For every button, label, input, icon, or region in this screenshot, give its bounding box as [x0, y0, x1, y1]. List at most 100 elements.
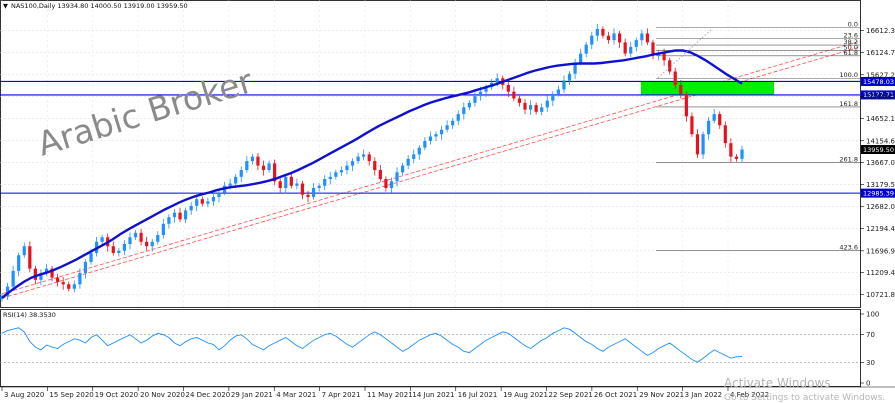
candle-body — [517, 98, 522, 103]
time-tick-label: 16 Jul 2021 — [458, 391, 498, 399]
symbol-header: NAS100,Daily 13934.80 14000.50 13919.00 … — [11, 2, 188, 10]
candle-body — [373, 161, 377, 171]
candle-body — [701, 134, 705, 155]
fib-level-label: 423.6 — [839, 244, 858, 252]
candle-body — [261, 165, 266, 171]
price-tick-label: 16124.70 — [866, 49, 895, 57]
candle-body — [478, 91, 483, 97]
candle-body — [178, 212, 182, 220]
candle-body — [528, 105, 533, 110]
candle-body — [406, 158, 410, 166]
candle-body — [228, 183, 232, 186]
channel-line[interactable] — [1, 40, 861, 295]
candle-body — [734, 156, 739, 159]
candle-body — [78, 273, 82, 285]
time-tick-label: 29 Nov 2021 — [639, 391, 684, 399]
level-price-box — [861, 90, 895, 100]
candle-body — [445, 125, 449, 130]
activate-windows-subtitle: Go to Settings to activate Windows. — [724, 393, 885, 403]
fib-level-label: 61.8 — [844, 49, 858, 57]
time-axis[interactable]: 3 Aug 2020 15 Sep 2020 19 Oct 2020 20 Nov 2… — [1, 387, 769, 399]
candle-body — [11, 270, 15, 287]
candle-body — [612, 33, 616, 41]
candle-body — [122, 244, 127, 251]
candle-body — [345, 165, 349, 171]
price-tick-label: 12194.45 — [866, 225, 895, 233]
candle-body — [668, 60, 672, 72]
rsi-line — [1, 327, 743, 363]
candle-body — [384, 179, 388, 188]
candle-body — [362, 154, 366, 157]
candle-body — [117, 250, 121, 253]
candle-body — [273, 163, 277, 182]
candle-body — [39, 273, 43, 280]
price-panel-frame — [0, 0, 861, 308]
candle-body — [328, 176, 332, 180]
price-tick-label: 12682.00 — [866, 203, 895, 211]
candle-body — [289, 176, 293, 186]
time-tick-label: 4 Feb 2022 — [730, 391, 769, 399]
price-tick-label: 14154.60 — [866, 137, 895, 145]
candle-body — [462, 107, 466, 115]
candle-body — [167, 217, 171, 224]
candle-body — [389, 181, 394, 188]
candle-body — [623, 42, 627, 54]
candle-body — [695, 134, 700, 155]
price-tick-label: 15139.55 — [866, 93, 895, 101]
candle-body — [67, 284, 71, 289]
current-price-box — [861, 144, 895, 154]
candle-body — [311, 188, 316, 197]
support-zone-rect[interactable] — [641, 81, 774, 95]
candle-body — [601, 28, 605, 36]
candle-body — [590, 35, 594, 45]
price-tick-label: 10721.85 — [866, 291, 895, 299]
candle-body — [673, 71, 677, 85]
time-tick-label: 29 Jan 2021 — [231, 391, 273, 399]
candle-body — [567, 73, 572, 81]
rsi-panel-frame — [0, 309, 861, 387]
level-price-box — [861, 188, 895, 198]
candle-body — [401, 165, 405, 173]
candle-body — [17, 255, 21, 271]
time-tick-label: 7 Apr 2021 — [322, 391, 361, 399]
candle-body — [5, 286, 10, 297]
level-price-label: 15177.71 — [863, 91, 894, 99]
candle-body — [495, 78, 499, 83]
candle-body — [707, 120, 711, 135]
candle-body — [484, 87, 488, 92]
horizontal-levels[interactable]: 15478.03 15177.71 12985.39 13959.50 — [0, 76, 895, 198]
candle-body — [367, 154, 371, 162]
candle-body — [33, 268, 37, 280]
candle-body — [629, 46, 633, 54]
price-tick-label: 13179.50 — [866, 181, 895, 189]
candle-body — [428, 136, 433, 141]
rsi-header: RSI(14) 38.3530 — [3, 311, 56, 319]
dropdown-arrow-icon[interactable]: ▼ — [3, 2, 8, 10]
candle-body — [245, 161, 249, 171]
candle-body — [551, 93, 555, 101]
activate-windows-title: Activate Windows — [724, 376, 831, 390]
rsi-tick-label: 0 — [866, 380, 870, 388]
time-tick-label: 15 Sep 2020 — [49, 391, 93, 399]
candle-body — [434, 134, 438, 137]
candle-body — [562, 80, 566, 90]
time-tick-label: 4 Mar 2021 — [276, 391, 316, 399]
fib-level-label: 261.8 — [839, 155, 858, 163]
candle-body — [540, 107, 544, 112]
candle-body — [545, 100, 549, 108]
current-price-label: 13959.50 — [863, 146, 894, 154]
candle-body — [61, 282, 65, 285]
candle-body — [423, 140, 427, 148]
candle-body — [128, 237, 132, 244]
price-tick-label: 11696.95 — [866, 247, 895, 255]
candle-body — [690, 116, 694, 135]
fib-level-label: 50.0 — [844, 43, 858, 51]
fibonacci-retracement[interactable]: 0.0 23.638.250.061.8 100.0 161.8 261.8 423.6 — [656, 21, 860, 252]
rsi-tick-label: 30 — [866, 359, 875, 367]
candle-body — [617, 33, 622, 43]
price-axis[interactable]: 16612.30 16124.70 15627.20 15139.55 14652.10… — [860, 27, 895, 299]
time-tick-label: 3 Aug 2020 — [4, 391, 44, 399]
candle-body — [284, 176, 288, 188]
candle-body — [579, 53, 583, 63]
